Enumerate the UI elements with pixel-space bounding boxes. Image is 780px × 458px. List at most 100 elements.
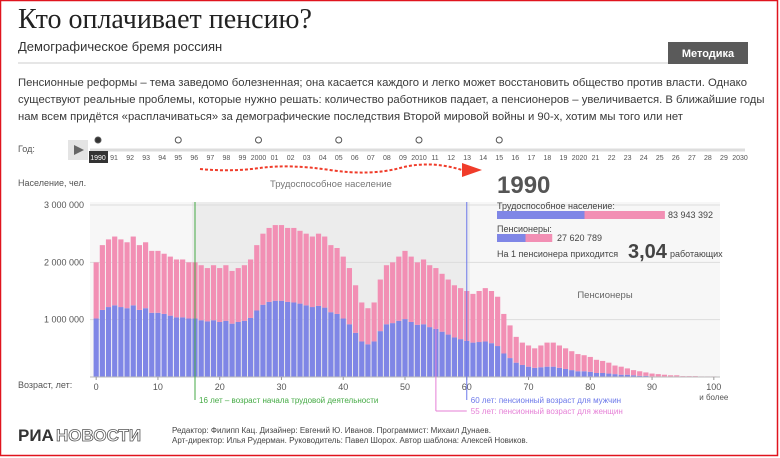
year-label[interactable]: 13 (463, 155, 471, 162)
bar-segment (352, 285, 359, 333)
year-label[interactable]: 14 (479, 155, 487, 162)
bar-segment (297, 303, 303, 377)
year-label[interactable]: 18 (544, 155, 552, 162)
year-label[interactable]: 94 (158, 155, 166, 162)
play-icon[interactable] (74, 145, 84, 155)
bar-segment (173, 259, 180, 318)
year-label[interactable]: 2020 (572, 155, 588, 162)
bar-segment (186, 318, 192, 377)
year-label[interactable]: 07 (367, 155, 375, 162)
year-label[interactable]: 98 (223, 155, 231, 162)
bar-segment (600, 372, 606, 377)
credits-line: Редактор: Филипп Кац. Дизайнер: Евгений … (172, 426, 491, 435)
year-dot[interactable] (335, 136, 343, 144)
year-label[interactable]: 23 (624, 155, 632, 162)
bar-segment (167, 256, 173, 316)
bar-segment (402, 319, 408, 377)
bar-segment (272, 225, 278, 301)
year-label[interactable]: 04 (319, 155, 327, 162)
year-label[interactable]: 27 (688, 155, 696, 162)
bar-segment (155, 250, 161, 313)
bar-segment (377, 331, 383, 377)
bar-segment (408, 321, 414, 377)
year-label[interactable]: 2010 (411, 155, 427, 162)
bar-segment (618, 374, 624, 377)
bar-segment (278, 300, 285, 377)
bar-segment (217, 268, 223, 322)
year-label[interactable]: 03 (303, 155, 311, 162)
bar-segment (686, 376, 692, 377)
pensioners-label: Пенсионеры (577, 290, 633, 301)
year-label[interactable]: 2000 (251, 155, 267, 162)
pensioners-stat-label: Пенсионеры: (497, 224, 552, 234)
year-label[interactable]: 05 (335, 155, 343, 162)
year-dot[interactable] (495, 136, 503, 144)
year-label[interactable]: 19 (560, 155, 568, 162)
year-label[interactable]: 17 (527, 155, 535, 162)
bar-segment (612, 374, 618, 377)
bar-segment (112, 236, 118, 306)
year-label[interactable]: 2030 (732, 155, 748, 162)
stats-panel: 1990 Трудоспособное население: 83 943 39… (497, 172, 723, 263)
bar-segment (476, 342, 482, 377)
year-label[interactable]: 28 (704, 155, 712, 162)
credits-line: Арт-директор: Илья Рудерман. Руководител… (172, 436, 528, 445)
year-label[interactable]: 96 (190, 155, 198, 162)
bar-segment (167, 315, 173, 377)
age-marker-label: 16 лет – возраст начала трудовой деятель… (199, 396, 378, 405)
year-label[interactable]: 11 (431, 155, 438, 162)
bar-segment (501, 313, 507, 354)
year-label[interactable]: 91 (110, 155, 118, 162)
year-label[interactable]: 15 (495, 155, 503, 162)
intro-line: существуют реальные проблемы, которые ну… (18, 94, 764, 106)
title: Кто оплачивает пенсию? (18, 4, 312, 35)
bar-segment (624, 368, 630, 375)
method-button[interactable] (668, 42, 748, 64)
method-button-label[interactable]: Методика (682, 48, 735, 60)
bar-segment (562, 348, 569, 369)
year-label[interactable]: 01 (271, 155, 279, 162)
year-label[interactable]: 97 (206, 155, 214, 162)
year-label[interactable]: 02 (287, 155, 295, 162)
year-label[interactable]: 1990 (90, 155, 106, 162)
year-label[interactable]: 09 (399, 155, 407, 162)
year-dot[interactable] (174, 136, 182, 144)
y-axis-title: Население, чел. (18, 178, 86, 188)
year-label[interactable]: 25 (656, 155, 664, 162)
region-label: Трудоспособное население (270, 179, 392, 190)
year-label[interactable]: 24 (640, 155, 648, 162)
year-label[interactable]: 93 (142, 155, 150, 162)
bar-segment (476, 291, 482, 343)
bar-segment (569, 351, 575, 371)
bar-segment (383, 324, 390, 377)
year-label[interactable]: 26 (672, 155, 680, 162)
bar-segment (254, 245, 260, 311)
bar-segment (507, 325, 513, 359)
year-label[interactable]: 92 (126, 155, 134, 162)
bar-segment (637, 375, 643, 377)
bar-segment (519, 364, 525, 377)
year-label[interactable]: 08 (383, 155, 391, 162)
year-label[interactable]: 06 (351, 155, 359, 162)
plot: Трудоспособное население 1 000 000 2 000 0… (44, 179, 729, 416)
year-label[interactable]: 29 (720, 155, 728, 162)
year-dot[interactable] (415, 136, 423, 144)
bar-segment (99, 245, 105, 310)
bar-segment (587, 356, 593, 372)
bar-segment (328, 245, 334, 313)
year-label[interactable]: 12 (447, 155, 455, 162)
year-label[interactable]: 16 (511, 155, 519, 162)
year-dot[interactable] (255, 136, 262, 144)
bar-segment (322, 236, 328, 308)
bar-segment (581, 355, 587, 372)
bar-segment (241, 265, 248, 321)
year-label[interactable]: 22 (608, 155, 616, 162)
year-label[interactable]: 99 (239, 155, 247, 162)
bar-segment (457, 339, 464, 377)
year-label[interactable]: 21 (592, 155, 600, 162)
logo-light: НОВОСТИ (56, 426, 141, 445)
year-label[interactable]: 95 (174, 155, 182, 162)
bar-segment (433, 268, 439, 329)
year-dot[interactable] (94, 136, 102, 144)
